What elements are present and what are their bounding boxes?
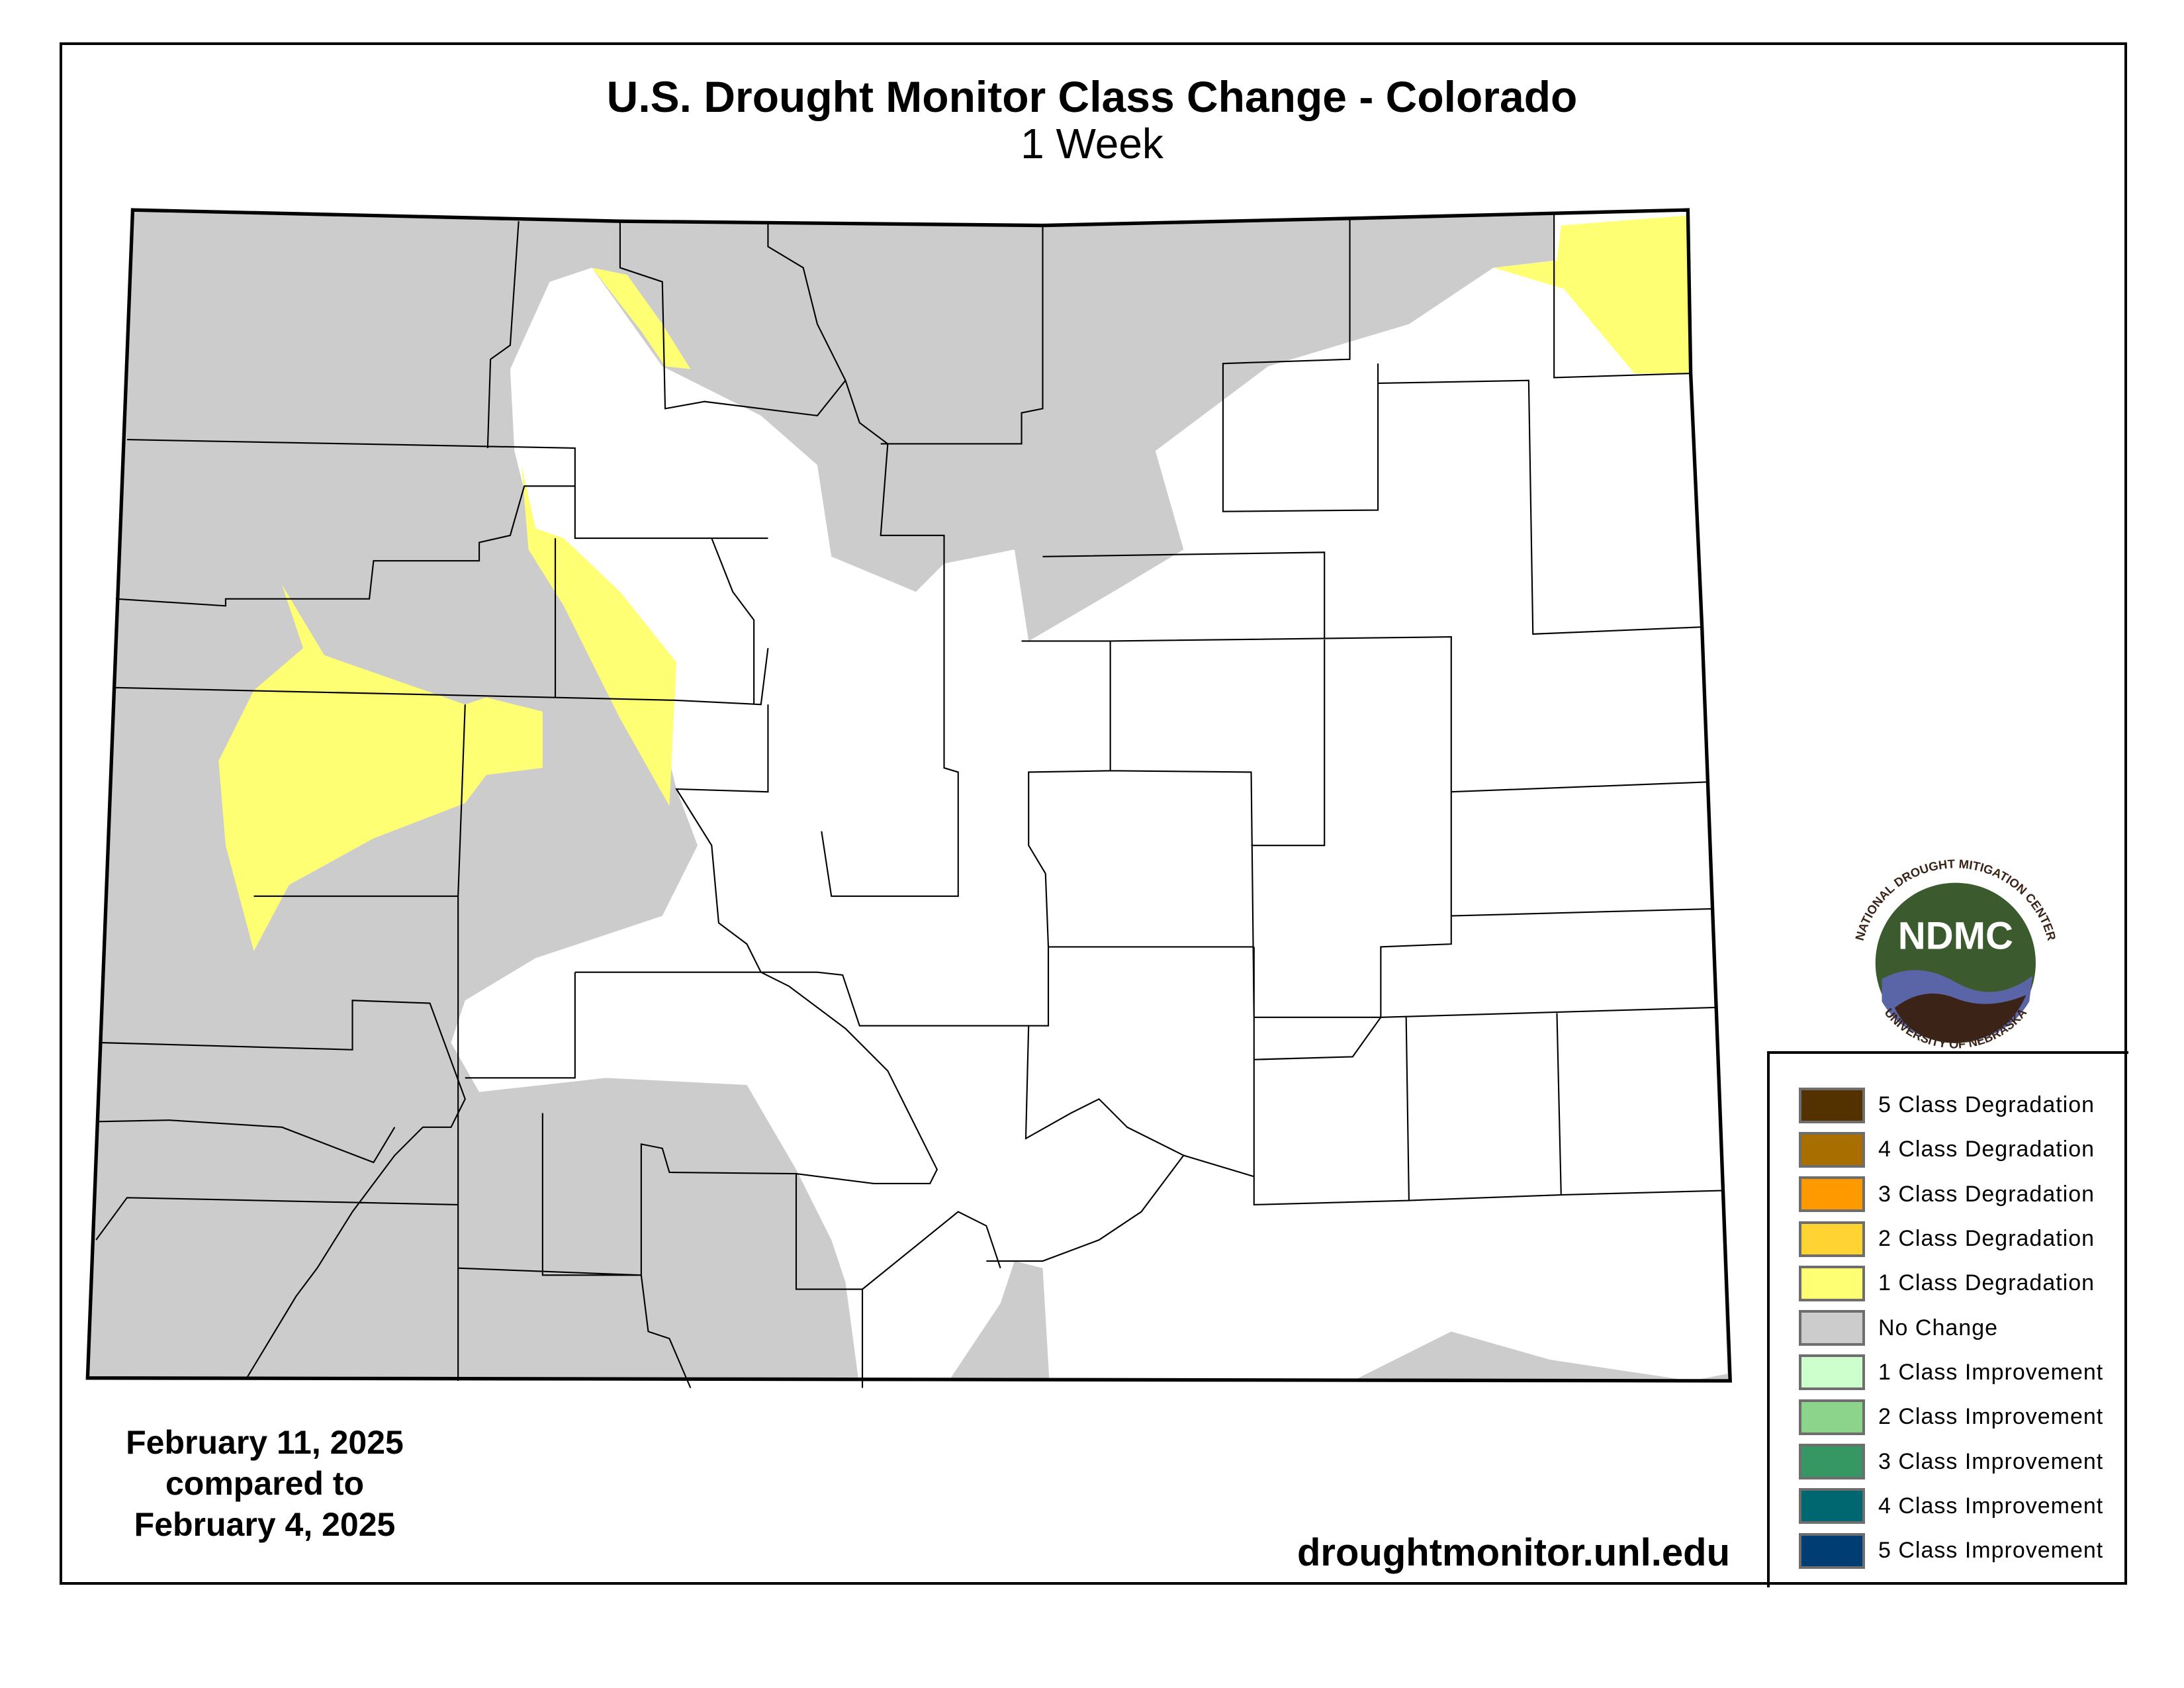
legend-item: 3 Class Improvement: [1770, 1439, 2128, 1483]
map-title: U.S. Drought Monitor Class Change - Colo…: [606, 72, 1578, 121]
legend-label: 2 Class Improvement: [1878, 1404, 2104, 1430]
legend: 5 Class Degradation 4 Class Degradation 3 …: [1767, 1051, 2128, 1587]
legend-item: 1 Class Degradation: [1770, 1261, 2128, 1305]
legend-item: 3 Class Degradation: [1770, 1172, 2128, 1217]
legend-item: 2 Class Improvement: [1770, 1395, 2128, 1439]
area-1-class-degradation-north: [592, 267, 691, 369]
legend-label: No Change: [1878, 1315, 1999, 1340]
legend-item: 5 Class Degradation: [1770, 1083, 2128, 1127]
previous-date: February 4, 2025: [134, 1506, 396, 1543]
area-no-drought-change-white: [451, 211, 1727, 1388]
legend-item: No Change: [1770, 1305, 2128, 1350]
legend-label: 5 Class Improvement: [1878, 1538, 2104, 1564]
legend-item: 4 Class Improvement: [1770, 1484, 2128, 1528]
legend-label: 1 Class Degradation: [1878, 1270, 2095, 1296]
date-comparison: February 11, 2025 compared to February 4…: [106, 1422, 424, 1545]
legend-swatch: [1799, 1354, 1865, 1391]
area-1-class-degradation-west: [218, 585, 543, 951]
legend-label: 3 Class Improvement: [1878, 1448, 2104, 1474]
current-date: February 11, 2025: [126, 1424, 404, 1461]
legend-label: 5 Class Degradation: [1878, 1092, 2095, 1118]
legend-swatch: [1799, 1176, 1865, 1213]
legend-swatch: [1799, 1399, 1865, 1435]
county-boundaries: [95, 214, 1722, 1389]
legend-item: 4 Class Degradation: [1770, 1127, 2128, 1172]
legend-label: 4 Class Degradation: [1878, 1137, 2095, 1162]
legend-item: 5 Class Improvement: [1770, 1528, 2128, 1573]
legend-swatch: [1799, 1131, 1865, 1168]
compared-to-label: compared to: [165, 1465, 365, 1502]
legend-swatch: [1799, 1221, 1865, 1257]
logo-abbr: NDMC: [1898, 914, 2013, 957]
legend-swatch: [1799, 1087, 1865, 1123]
legend-label: 1 Class Improvement: [1878, 1359, 2104, 1385]
legend-swatch: [1799, 1265, 1865, 1301]
source-url: droughtmonitor.unl.edu: [1297, 1531, 1731, 1574]
legend-label: 2 Class Degradation: [1878, 1226, 2095, 1252]
legend-item: 1 Class Improvement: [1770, 1350, 2128, 1395]
ndmc-logo: NDMC NATIONAL DROUGHT MITIGATION CENTER …: [1852, 857, 2058, 1051]
legend-item: 2 Class Degradation: [1770, 1217, 2128, 1261]
area-1-class-degradation-northeast: [1493, 215, 1691, 374]
legend-swatch: [1799, 1488, 1865, 1524]
area-1-class-degradation-central: [521, 465, 677, 806]
legend-label: 4 Class Improvement: [1878, 1493, 2104, 1519]
legend-swatch: [1799, 1310, 1865, 1346]
state-boundary: [85, 208, 1732, 1383]
map-subtitle: 1 Week: [1021, 120, 1163, 167]
legend-label: 3 Class Degradation: [1878, 1181, 2095, 1207]
legend-swatch: [1799, 1444, 1865, 1480]
legend-swatch: [1799, 1532, 1865, 1569]
map-frame: [60, 42, 2127, 1585]
